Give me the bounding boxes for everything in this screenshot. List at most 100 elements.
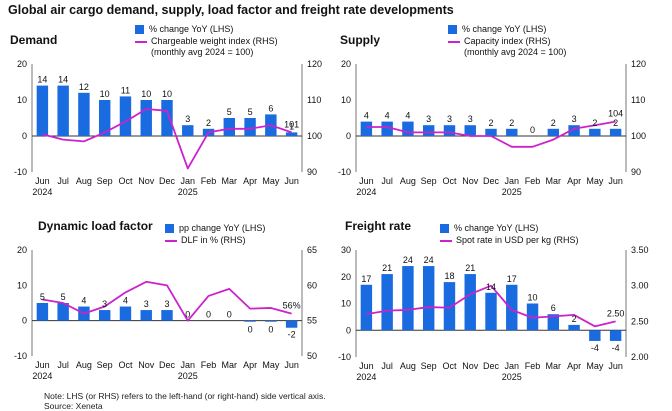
- category-label: Dec: [483, 361, 500, 371]
- category-label: Jul: [57, 360, 69, 370]
- category-label: Aug: [400, 176, 416, 186]
- panel-title-dlf: Dynamic load factor: [38, 219, 153, 233]
- year-label: 2025: [178, 371, 198, 381]
- line-swatch: [440, 240, 452, 242]
- bar-swatch: [440, 224, 449, 233]
- category-label: May: [586, 361, 604, 371]
- bar: [402, 266, 414, 331]
- bar-value-label: 1: [289, 121, 294, 131]
- bar: [57, 85, 69, 136]
- left-tick-label: 10: [341, 95, 351, 105]
- bar: [589, 128, 601, 136]
- category-label: Dec: [483, 176, 500, 186]
- category-label: Nov: [462, 361, 479, 371]
- line-swatch: [135, 41, 147, 43]
- category-label: Jun: [359, 176, 374, 186]
- bar: [244, 118, 256, 136]
- left-tick-label: 0: [22, 131, 27, 141]
- right-tick-label: 65: [307, 245, 317, 255]
- category-label: Oct: [442, 176, 457, 186]
- bar-value-label: 0: [530, 125, 535, 135]
- panel-title-freight: Freight rate: [345, 219, 412, 233]
- category-label: Jun: [608, 176, 623, 186]
- category-label: Jul: [381, 361, 393, 371]
- category-label: May: [262, 360, 280, 370]
- bar: [506, 284, 518, 331]
- category-label: Nov: [138, 176, 155, 186]
- bar: [244, 320, 256, 322]
- category-label: Jul: [57, 176, 69, 186]
- bar-value-label: 6: [551, 303, 556, 313]
- bar-value-label: 3: [102, 299, 107, 309]
- right-tick-label: 2.50: [631, 316, 649, 326]
- bar-value-label: 3: [468, 114, 473, 124]
- line-swatch: [448, 41, 460, 43]
- panel-title-supply: Supply: [340, 33, 381, 47]
- category-label: Aug: [76, 176, 92, 186]
- bar-value-label: 3: [185, 114, 190, 124]
- bar: [381, 121, 393, 136]
- bar-value-label: 2: [572, 314, 577, 324]
- bar-swatch: [448, 25, 457, 34]
- line-end-label: 104: [608, 109, 623, 119]
- bar-value-label: 6: [268, 103, 273, 113]
- bar: [589, 330, 601, 341]
- bar-value-label: 18: [444, 271, 454, 281]
- series-line: [366, 120, 616, 148]
- bar-value-label: -2: [288, 330, 296, 340]
- category-label: Apr: [567, 176, 581, 186]
- bar-value-label: 4: [123, 296, 128, 306]
- legend-demand: % change YoY (LHS) Chargeable weight ind…: [135, 24, 278, 59]
- category-label: Jun: [35, 360, 50, 370]
- category-label: Sep: [421, 361, 437, 371]
- bar: [78, 92, 90, 136]
- bar: [485, 128, 497, 136]
- category-label: May: [262, 176, 280, 186]
- bar-value-label: 5: [248, 107, 253, 117]
- category-label: Apr: [243, 176, 257, 186]
- bar-swatch: [165, 224, 174, 233]
- bar: [140, 100, 152, 136]
- category-label: Jun: [35, 176, 50, 186]
- bar-value-label: 21: [465, 263, 475, 273]
- left-tick-label: -10: [338, 352, 351, 362]
- bar: [464, 274, 476, 331]
- category-label: Sep: [97, 176, 113, 186]
- footnote-source: Source: Xeneta: [44, 401, 103, 411]
- right-tick-label: 90: [307, 167, 317, 177]
- left-tick-label: -10: [14, 351, 27, 361]
- bar: [402, 121, 414, 136]
- bar-value-label: 3: [426, 114, 431, 124]
- left-tick-label: 0: [346, 131, 351, 141]
- bar-value-label: 4: [385, 111, 390, 121]
- left-tick-label: 30: [341, 245, 351, 255]
- bar: [464, 125, 476, 136]
- bar: [57, 303, 69, 321]
- left-tick-label: 20: [17, 245, 27, 255]
- bar-value-label: 14: [37, 75, 47, 85]
- bar: [360, 284, 373, 331]
- bar-value-label: 24: [424, 255, 434, 265]
- legend-supply: % change YoY (LHS) Capacity index (RHS)(…: [448, 24, 566, 59]
- bar-value-label: 5: [40, 292, 45, 302]
- line-end-label: 2.50: [607, 308, 625, 318]
- year-label: 2024: [356, 187, 376, 197]
- bar: [285, 320, 298, 328]
- bar-value-label: 21: [382, 263, 392, 273]
- category-label: Apr: [243, 360, 257, 370]
- category-label: Mar: [222, 360, 238, 370]
- bar-value-label: 10: [528, 293, 538, 303]
- bar: [36, 303, 49, 321]
- category-label: Jan: [181, 176, 196, 186]
- bar-value-label: 10: [100, 89, 110, 99]
- right-tick-label: 55: [307, 316, 317, 326]
- bar-value-label: 0: [248, 325, 253, 335]
- bar: [98, 310, 111, 321]
- right-tick-label: 3.00: [631, 281, 649, 291]
- bar-value-label: 5: [227, 107, 232, 117]
- bar-value-label: 3: [144, 299, 149, 309]
- bar-value-label: 4: [81, 296, 86, 306]
